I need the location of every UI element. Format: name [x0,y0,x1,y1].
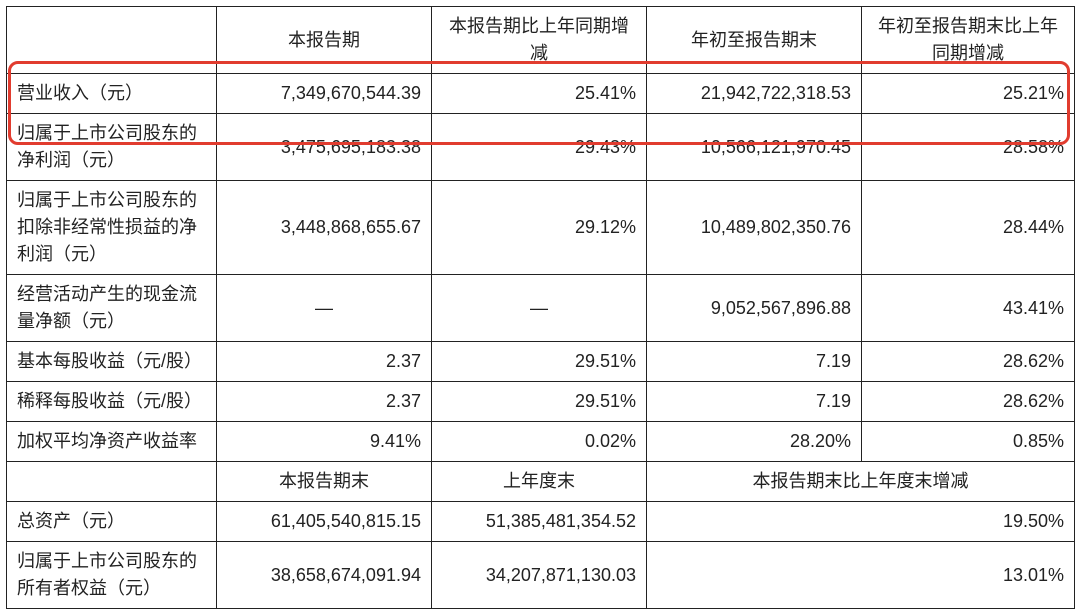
cell-ytd: 28.20% [647,422,862,462]
cell-ytd-change: 43.41% [862,275,1075,342]
cell-period-change: 29.51% [432,382,647,422]
cell-ytd-change: 28.62% [862,342,1075,382]
cell-ytd: 9,052,567,896.88 [647,275,862,342]
row-label: 营业收入（元） [7,74,217,114]
subheader-period-end: 本报告期末 [217,462,432,502]
cell-period: 3,448,868,655.67 [217,181,432,275]
cell-period-end: 38,658,674,091.94 [217,542,432,609]
cell-period-change: 29.51% [432,342,647,382]
table-row: 基本每股收益（元/股）2.3729.51%7.1928.62% [7,342,1075,382]
header-blank [7,7,217,74]
cell-period: 2.37 [217,382,432,422]
row-label: 稀释每股收益（元/股） [7,382,217,422]
cell-ytd: 7.19 [647,382,862,422]
cell-period-change: 25.41% [432,74,647,114]
cell-period-change: 0.02% [432,422,647,462]
table-row: 归属于上市公司股东的扣除非经常性损益的净利润（元）3,448,868,655.6… [7,181,1075,275]
cell-change: 13.01% [647,542,1075,609]
row-label: 加权平均净资产收益率 [7,422,217,462]
table-row: 归属于上市公司股东的所有者权益（元）38,658,674,091.9434,20… [7,542,1075,609]
cell-ytd-change: 28.44% [862,181,1075,275]
cell-ytd: 7.19 [647,342,862,382]
cell-period-end: 61,405,540,815.15 [217,502,432,542]
cell-period: 7,349,670,544.39 [217,74,432,114]
cell-ytd-change: 25.21% [862,74,1075,114]
header-ytd-change: 年初至报告期末比上年同期增减 [862,7,1075,74]
financial-table: 本报告期本报告期比上年同期增减年初至报告期末年初至报告期末比上年同期增减营业收入… [6,6,1075,609]
header-period: 本报告期 [217,7,432,74]
row-label: 基本每股收益（元/股） [7,342,217,382]
cell-ytd-change: 28.58% [862,114,1075,181]
row-label: 归属于上市公司股东的扣除非经常性损益的净利润（元） [7,181,217,275]
cell-ytd: 10,566,121,970.45 [647,114,862,181]
table-row: 总资产（元）61,405,540,815.1551,385,481,354.52… [7,502,1075,542]
cell-ytd: 21,942,722,318.53 [647,74,862,114]
table-row: 稀释每股收益（元/股）2.3729.51%7.1928.62% [7,382,1075,422]
cell-period: 2.37 [217,342,432,382]
table-row: 归属于上市公司股东的净利润（元）3,475,695,183.3829.43%10… [7,114,1075,181]
financial-table-container: 本报告期本报告期比上年同期增减年初至报告期末年初至报告期末比上年同期增减营业收入… [6,6,1074,609]
subheader-prev-year-end: 上年度末 [432,462,647,502]
cell-ytd-change: 0.85% [862,422,1075,462]
subheader-blank [7,462,217,502]
cell-period-change: 29.12% [432,181,647,275]
table-row: 经营活动产生的现金流量净额（元）——9,052,567,896.8843.41% [7,275,1075,342]
table-row: 营业收入（元）7,349,670,544.3925.41%21,942,722,… [7,74,1075,114]
cell-prev-year-end: 34,207,871,130.03 [432,542,647,609]
row-label: 总资产（元） [7,502,217,542]
cell-ytd: 10,489,802,350.76 [647,181,862,275]
cell-change: 19.50% [647,502,1075,542]
row-label: 经营活动产生的现金流量净额（元） [7,275,217,342]
cell-period-change: — [432,275,647,342]
row-label: 归属于上市公司股东的所有者权益（元） [7,542,217,609]
subheader-change: 本报告期末比上年度末增减 [647,462,1075,502]
cell-ytd-change: 28.62% [862,382,1075,422]
cell-prev-year-end: 51,385,481,354.52 [432,502,647,542]
cell-period: 3,475,695,183.38 [217,114,432,181]
cell-period: — [217,275,432,342]
cell-period-change: 29.43% [432,114,647,181]
header-ytd: 年初至报告期末 [647,7,862,74]
header-period-change: 本报告期比上年同期增减 [432,7,647,74]
table-row: 加权平均净资产收益率9.41%0.02%28.20%0.85% [7,422,1075,462]
header-row: 本报告期本报告期比上年同期增减年初至报告期末年初至报告期末比上年同期增减 [7,7,1075,74]
subheader-row: 本报告期末上年度末本报告期末比上年度末增减 [7,462,1075,502]
row-label: 归属于上市公司股东的净利润（元） [7,114,217,181]
cell-period: 9.41% [217,422,432,462]
